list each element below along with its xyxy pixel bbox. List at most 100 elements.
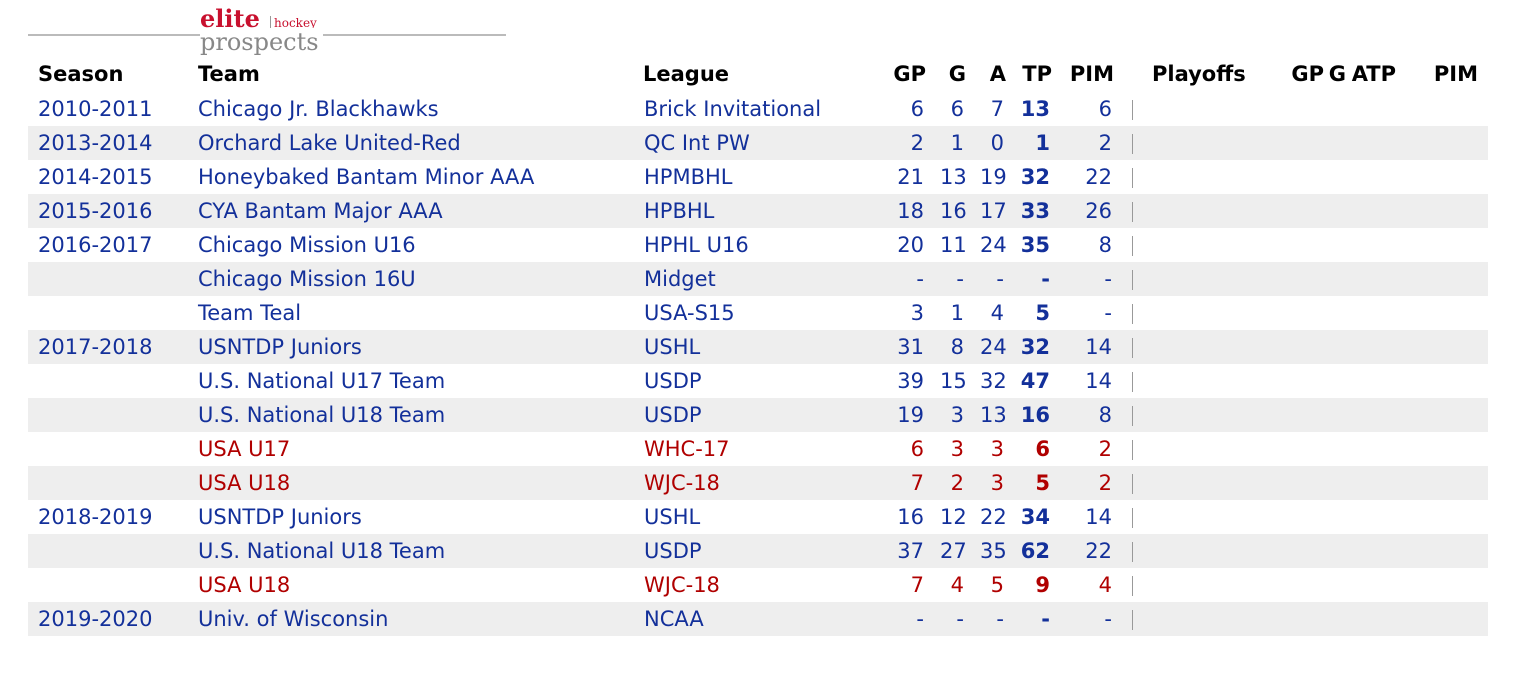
separator [1132, 304, 1133, 324]
column-header: League [643, 62, 730, 86]
league-cell: USDP [644, 369, 702, 393]
separator [1132, 338, 1133, 358]
team-cell: U.S. National U17 Team [198, 369, 446, 393]
gp-cell: 21 [897, 165, 924, 189]
table-row: 2019-2020 Univ. of Wisconsin NCAA - - - - - [28, 602, 1488, 636]
pim-cell: 8 [1098, 403, 1112, 427]
a-cell: 4 [990, 301, 1004, 325]
season-cell: 2014-2015 [38, 165, 153, 189]
league-cell: USDP [644, 403, 702, 427]
a-cell: 35 [980, 539, 1007, 563]
pim-cell: 26 [1085, 199, 1112, 223]
table-row: U.S. National U18 Team USDP 37 27 35 62 22 [28, 534, 1488, 568]
pim-cell: 6 [1098, 97, 1112, 121]
table-row: U.S. National U17 Team USDP 39 15 32 47 14 [28, 364, 1488, 398]
league-cell: USHL [644, 505, 701, 529]
a-cell: 19 [980, 165, 1007, 189]
separator [1132, 610, 1133, 630]
gp-cell: 19 [897, 403, 924, 427]
gp-cell: 6 [910, 97, 924, 121]
pim-cell: 4 [1098, 573, 1112, 597]
season-cell: 2015-2016 [38, 199, 153, 223]
pim-cell: 2 [1098, 471, 1112, 495]
league-cell: HPBHL [644, 199, 715, 223]
table-row: USA U17 WHC-17 6 3 3 6 2 [28, 432, 1488, 466]
separator [1132, 474, 1133, 494]
g-cell: 11 [940, 233, 967, 257]
league-cell: HPMBHL [644, 165, 733, 189]
season-cell: 2018-2019 [38, 505, 153, 529]
gp-cell: - [916, 267, 924, 291]
a-cell: 24 [980, 335, 1007, 359]
pim-cell: 8 [1098, 233, 1112, 257]
table-row: USA U18 WJC-18 7 2 3 5 2 [28, 466, 1488, 500]
a-cell: 7 [990, 97, 1004, 121]
league-cell: USDP [644, 539, 702, 563]
g-cell: 15 [940, 369, 967, 393]
pim-cell: 14 [1085, 335, 1112, 359]
g-cell: 1 [950, 131, 964, 155]
column-header: GP [893, 62, 926, 86]
pim-cell: 2 [1098, 437, 1112, 461]
pim-cell: 22 [1085, 539, 1112, 563]
g-cell: 3 [950, 403, 964, 427]
table-row: 2013-2014 Orchard Lake United-Red QC Int P… [28, 126, 1488, 160]
logo-small: hockey [270, 16, 317, 30]
a-cell: 22 [980, 505, 1007, 529]
table-row: 2018-2019 USNTDP Juniors USHL 16 12 22 34 14 [28, 500, 1488, 534]
a-cell: 3 [990, 437, 1004, 461]
table-row: Team Teal USA-S15 3 1 4 5 - [28, 296, 1488, 330]
league-cell: USHL [644, 335, 701, 359]
tp-cell: 32 [1020, 335, 1050, 359]
gp-cell: 20 [897, 233, 924, 257]
column-header: A [1351, 62, 1368, 86]
gp-cell: 6 [910, 437, 924, 461]
column-header: TP [1366, 62, 1396, 86]
a-cell: 5 [990, 573, 1004, 597]
separator [1132, 270, 1133, 290]
column-header: A [989, 62, 1006, 86]
separator [1132, 406, 1133, 426]
separator [1132, 202, 1133, 222]
tp-cell: - [1041, 607, 1050, 631]
a-cell: - [996, 267, 1004, 291]
table-row: Chicago Mission 16U Midget - - - - - [28, 262, 1488, 296]
pim-cell: - [1104, 607, 1112, 631]
league-cell: NCAA [644, 607, 704, 631]
gp-cell: 31 [897, 335, 924, 359]
pim-cell: 14 [1085, 369, 1112, 393]
team-cell: Honeybaked Bantam Minor AAA [198, 165, 535, 189]
column-header: Team [198, 62, 260, 86]
table-row: 2017-2018 USNTDP Juniors USHL 31 8 24 32 14 [28, 330, 1488, 364]
column-header: G [1328, 62, 1346, 86]
column-header: Playoffs [1152, 62, 1246, 86]
column-header: G [948, 62, 966, 86]
table-row: 2016-2017 Chicago Mission U16 HPHL U16 20 11… [28, 228, 1488, 262]
separator [1132, 134, 1133, 154]
table-row: USA U18 WJC-18 7 4 5 9 4 [28, 568, 1488, 602]
team-cell: U.S. National U18 Team [198, 539, 446, 563]
gp-cell: 16 [897, 505, 924, 529]
column-header: TP [1022, 62, 1052, 86]
column-header: GP [1291, 62, 1324, 86]
g-cell: 13 [940, 165, 967, 189]
season-cell: 2019-2020 [38, 607, 153, 631]
a-cell: 3 [990, 471, 1004, 495]
team-cell: Orchard Lake United-Red [198, 131, 461, 155]
tp-cell: 13 [1020, 97, 1050, 121]
pim-cell: - [1104, 267, 1112, 291]
tp-cell: 16 [1020, 403, 1050, 427]
pim-cell: 14 [1085, 505, 1112, 529]
g-cell: 6 [950, 97, 964, 121]
g-cell: 16 [940, 199, 967, 223]
league-cell: WJC-18 [644, 573, 720, 597]
tp-cell: 32 [1020, 165, 1050, 189]
season-cell: 2016-2017 [38, 233, 153, 257]
g-cell: 2 [950, 471, 964, 495]
pim-cell: 2 [1098, 131, 1112, 155]
separator [1132, 440, 1133, 460]
table-row: 2015-2016 CYA Bantam Major AAA HPBHL 18 16 17… [28, 194, 1488, 228]
league-cell: USA-S15 [644, 301, 735, 325]
separator [1132, 372, 1133, 392]
g-cell: 3 [950, 437, 964, 461]
